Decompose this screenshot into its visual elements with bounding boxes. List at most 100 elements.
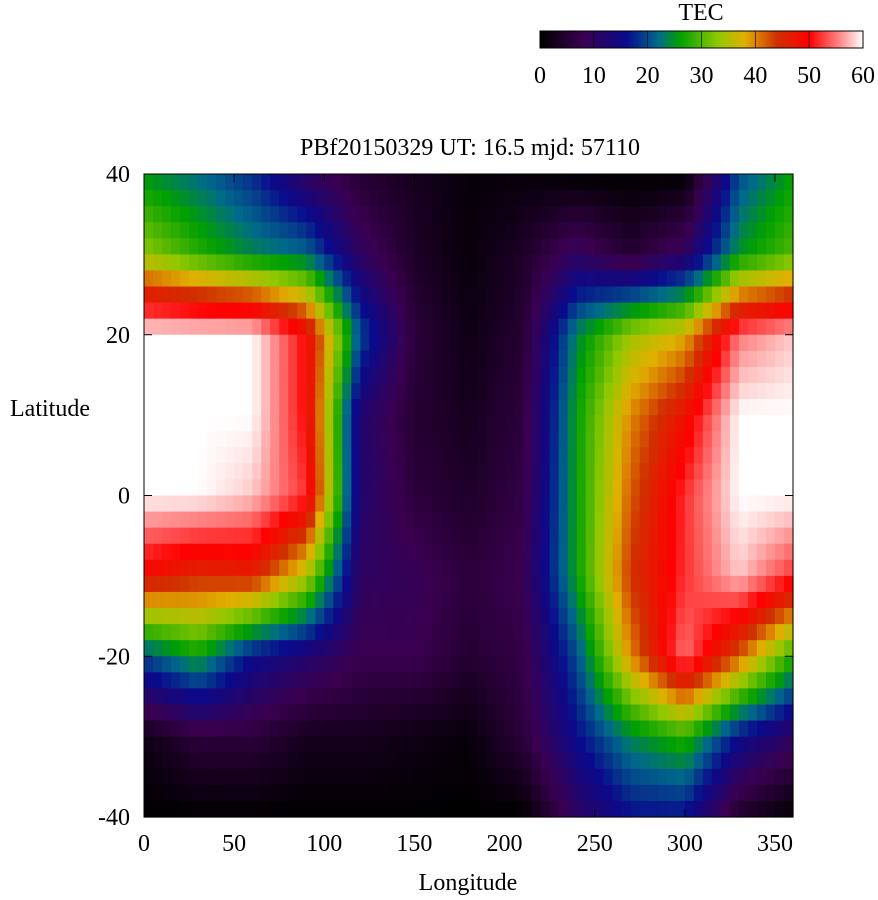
heatmap-cell: [405, 399, 416, 416]
x-tick-label: 150: [396, 831, 432, 857]
heatmap-cell: [216, 334, 226, 352]
heatmap-cell: [495, 334, 506, 352]
heatmap-cell: [180, 527, 190, 545]
heatmap-cell: [459, 463, 470, 481]
heatmap-cell: [531, 800, 542, 818]
heatmap-cell: [216, 672, 226, 690]
heatmap-cell: [693, 800, 704, 818]
heatmap-cell: [702, 768, 713, 786]
heatmap-cell: [576, 415, 587, 432]
heatmap-cell: [504, 431, 515, 448]
heatmap-cell: [432, 624, 443, 641]
heatmap-cell: [387, 800, 397, 818]
heatmap-cell: [342, 720, 352, 738]
heatmap-cell: [396, 768, 406, 786]
heatmap-cell: [783, 350, 794, 368]
heatmap-cell: [153, 286, 163, 304]
heatmap-cell: [270, 656, 280, 673]
heatmap-cell: [207, 334, 217, 352]
heatmap-cell: [765, 174, 776, 191]
heatmap-cell: [675, 190, 686, 207]
heatmap-cell: [162, 254, 172, 272]
heatmap-cell: [666, 286, 677, 304]
heatmap-cell: [540, 704, 551, 722]
heatmap-cell: [747, 270, 758, 288]
heatmap-cell: [324, 206, 334, 223]
heatmap-cell: [729, 463, 740, 481]
heatmap-cell: [216, 174, 226, 191]
heatmap-cell: [477, 318, 488, 336]
heatmap-cell: [585, 784, 596, 802]
heatmap-cell: [243, 640, 253, 657]
heatmap-cell: [414, 720, 425, 738]
heatmap-cell: [441, 415, 452, 432]
heatmap-cell: [639, 463, 650, 481]
heatmap-cell: [405, 222, 416, 239]
heatmap-cell: [405, 479, 416, 497]
heatmap-cell: [747, 624, 758, 641]
heatmap-cell: [225, 174, 235, 191]
heatmap-cell: [432, 318, 443, 336]
heatmap-cell: [702, 463, 713, 481]
heatmap-cell: [702, 688, 713, 706]
heatmap-cell: [504, 286, 515, 304]
heatmap-cell: [675, 174, 686, 191]
heatmap-cell: [675, 399, 686, 416]
heatmap-cell: [243, 559, 253, 577]
heatmap-cell: [351, 720, 361, 738]
heatmap-cell: [477, 190, 488, 207]
heatmap-cell: [711, 752, 722, 770]
heatmap-cell: [252, 270, 262, 288]
heatmap-cell: [522, 302, 533, 320]
heatmap-cell: [387, 174, 397, 191]
heatmap-cell: [558, 479, 569, 497]
heatmap-cell: [657, 608, 668, 625]
heatmap-cell: [324, 479, 334, 497]
heatmap-cell: [612, 479, 623, 497]
heatmap-cell: [369, 415, 379, 432]
heatmap-cell: [747, 206, 758, 223]
heatmap-cell: [657, 511, 668, 529]
heatmap-cell: [180, 447, 190, 464]
heatmap-cell: [369, 752, 379, 770]
heatmap-cell: [585, 575, 596, 593]
heatmap-cell: [585, 768, 596, 786]
heatmap-cell: [423, 479, 434, 497]
heatmap-cell: [468, 752, 479, 770]
heatmap-cell: [189, 575, 199, 593]
heatmap-cell: [423, 640, 434, 657]
heatmap-cell: [675, 479, 686, 497]
heatmap-cell: [360, 720, 370, 738]
heatmap-cell: [189, 254, 199, 272]
heatmap-cell: [522, 415, 533, 432]
heatmap-cell: [216, 768, 226, 786]
heatmap-cell: [288, 415, 298, 432]
heatmap-cell: [729, 334, 740, 352]
heatmap-cell: [684, 559, 695, 577]
heatmap-cell: [405, 543, 416, 561]
heatmap-cell: [360, 672, 370, 690]
heatmap-cell: [315, 302, 325, 320]
heatmap-cell: [576, 270, 587, 288]
heatmap-cell: [396, 270, 406, 288]
heatmap-cell: [747, 543, 758, 561]
heatmap-cell: [234, 624, 244, 641]
heatmap-cell: [270, 302, 280, 320]
heatmap-cell: [549, 382, 560, 400]
heatmap-cell: [702, 672, 713, 690]
heatmap-cell: [558, 704, 569, 722]
heatmap-cell: [162, 270, 172, 288]
heatmap-cell: [486, 286, 497, 304]
heatmap-cell: [450, 543, 461, 561]
heatmap-cell: [549, 431, 560, 448]
heatmap-cell: [162, 190, 172, 207]
heatmap-cell: [279, 527, 289, 545]
heatmap-cell: [333, 640, 343, 657]
heatmap-cell: [234, 704, 244, 722]
heatmap-cell: [216, 431, 226, 448]
heatmap-cell: [765, 624, 776, 641]
heatmap-cell: [513, 270, 524, 288]
heatmap-cell: [261, 736, 271, 754]
heatmap-cell: [729, 302, 740, 320]
heatmap-cell: [162, 174, 172, 191]
